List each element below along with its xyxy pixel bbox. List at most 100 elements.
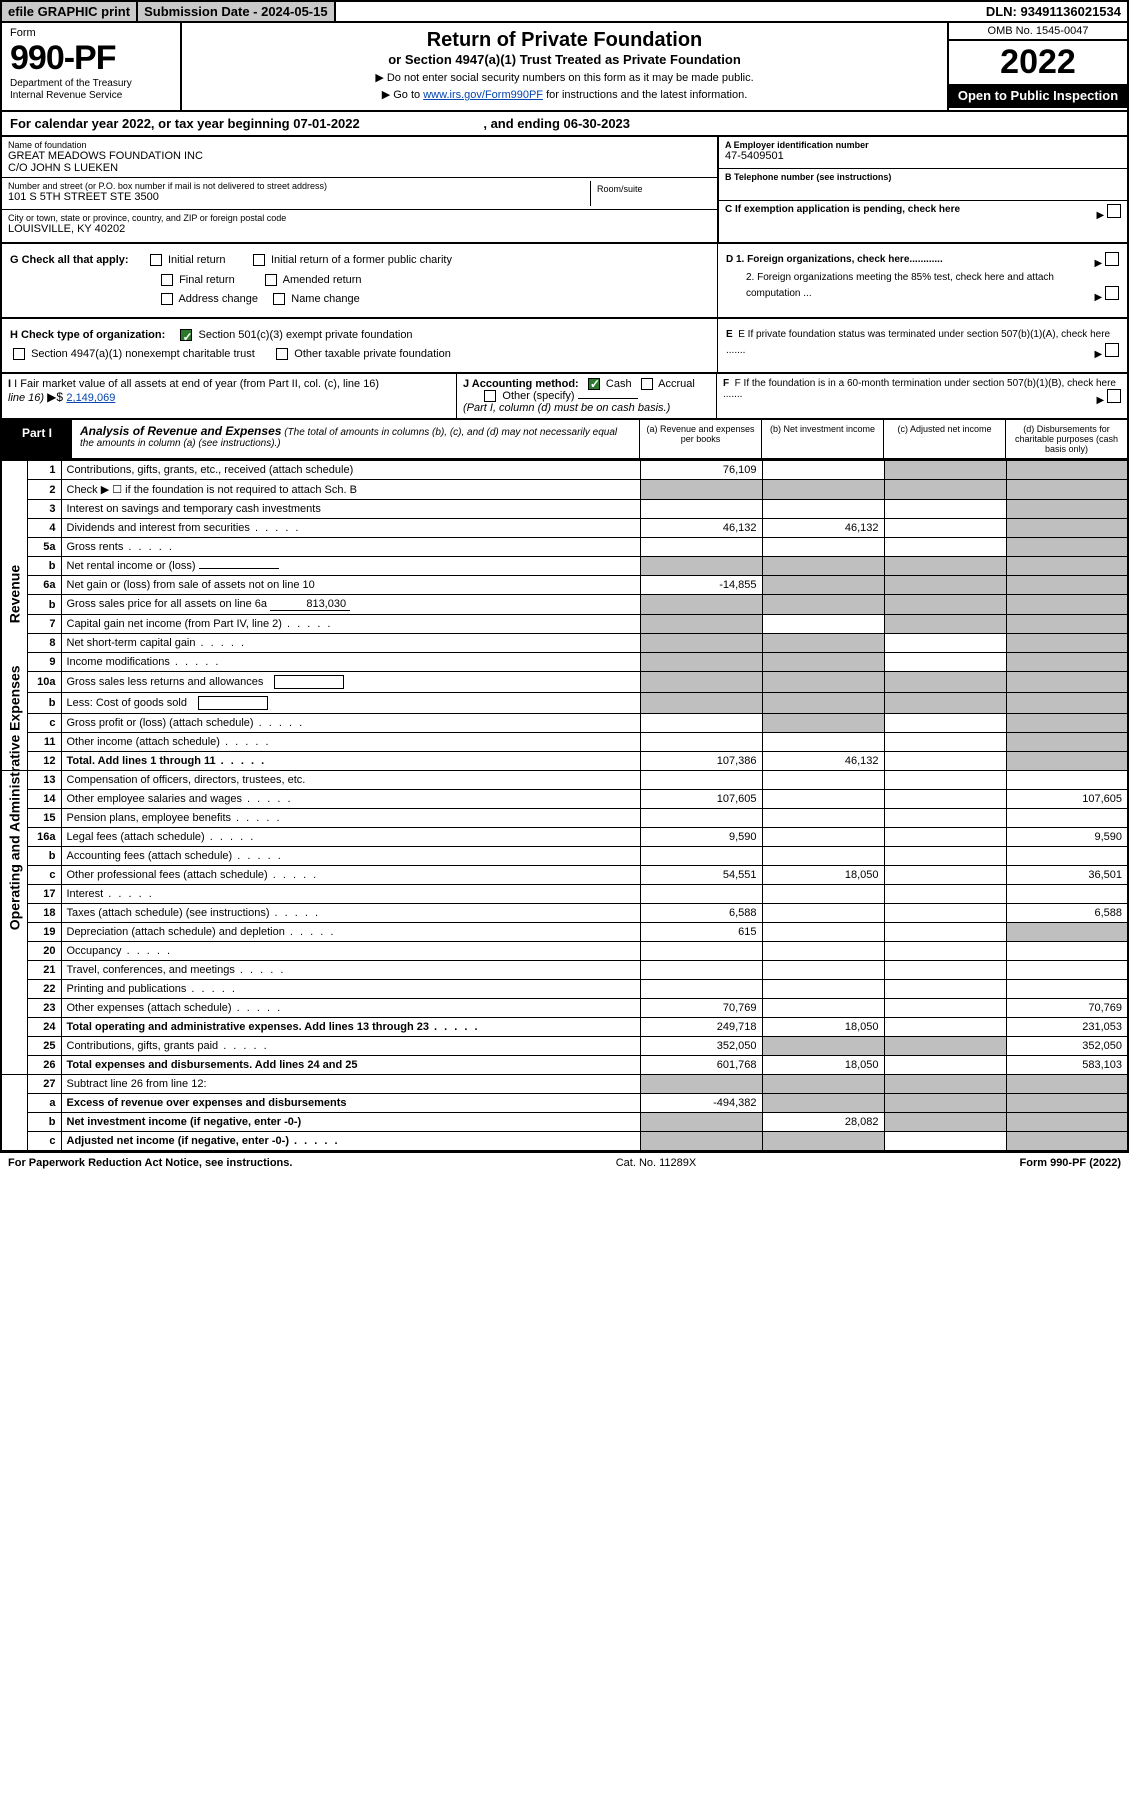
form-header: Form 990-PF Department of the Treasury I…: [0, 23, 1129, 112]
row-number: 15: [27, 809, 61, 828]
table-cell: 583,103: [1006, 1056, 1128, 1075]
table-row: 3Interest on savings and temporary cash …: [1, 500, 1128, 519]
table-row: 17Interest: [1, 885, 1128, 904]
table-cell: [640, 500, 762, 519]
table-cell: [762, 653, 884, 672]
table-cell: [1006, 1075, 1128, 1094]
table-cell: [762, 942, 884, 961]
e-label: E If private foundation status was termi…: [726, 329, 1110, 356]
calendar-year-row: For calendar year 2022, or tax year begi…: [0, 112, 1129, 137]
row-desc: Dividends and interest from securities: [61, 519, 640, 538]
table-cell: [640, 809, 762, 828]
row-desc: Net gain or (loss) from sale of assets n…: [61, 576, 640, 595]
row-number: 16a: [27, 828, 61, 847]
entity-info-block: Name of foundation GREAT MEADOWS FOUNDAT…: [0, 137, 1129, 244]
cb-address-change[interactable]: [161, 293, 173, 305]
footer-right: Form 990-PF (2022): [1020, 1157, 1121, 1169]
table-cell: [884, 1018, 1006, 1037]
cb-cash[interactable]: [588, 378, 600, 390]
row-desc: Total operating and administrative expen…: [61, 1018, 640, 1037]
table-row: 10aGross sales less returns and allowanc…: [1, 672, 1128, 693]
cb-name-change[interactable]: [273, 293, 285, 305]
row-number: b: [27, 847, 61, 866]
cb-initial-former[interactable]: [253, 254, 265, 266]
table-cell: [884, 576, 1006, 595]
table-cell: [884, 961, 1006, 980]
d1-label: D 1. Foreign organizations, check here..…: [726, 254, 943, 265]
d1-checkbox[interactable]: [1105, 252, 1119, 266]
efile-label[interactable]: efile GRAPHIC print: [2, 2, 138, 21]
tax-year: 2022: [949, 41, 1127, 84]
f-checkbox[interactable]: [1107, 389, 1121, 403]
table-cell: [1006, 595, 1128, 615]
table-cell: [1006, 615, 1128, 634]
table-row: 14Other employee salaries and wages107,6…: [1, 790, 1128, 809]
form-number: 990-PF: [10, 39, 172, 78]
table-cell: [1006, 480, 1128, 500]
e-checkbox[interactable]: [1105, 343, 1119, 357]
table-cell: [640, 847, 762, 866]
table-cell: [762, 480, 884, 500]
f-label: F If the foundation is in a 60-month ter…: [723, 378, 1116, 400]
table-cell: 352,050: [1006, 1037, 1128, 1056]
table-cell: [884, 885, 1006, 904]
col-c-header: (c) Adjusted net income: [883, 420, 1005, 458]
omb-number: OMB No. 1545-0047: [949, 23, 1127, 41]
c-checkbox[interactable]: [1107, 204, 1121, 218]
table-cell: [640, 885, 762, 904]
table-cell: [884, 866, 1006, 885]
row-number: a: [27, 1094, 61, 1113]
table-row: cGross profit or (loss) (attach schedule…: [1, 714, 1128, 733]
table-cell: [762, 809, 884, 828]
table-cell: [762, 1037, 884, 1056]
table-cell: [640, 1113, 762, 1132]
table-cell: [640, 595, 762, 615]
row-desc: Travel, conferences, and meetings: [61, 961, 640, 980]
form-link[interactable]: www.irs.gov/Form990PF: [423, 89, 543, 101]
form-label: Form: [10, 27, 172, 39]
row-number: 22: [27, 980, 61, 999]
table-cell: [640, 693, 762, 714]
table-cell: [762, 595, 884, 615]
address-label: Number and street (or P.O. box number if…: [8, 181, 590, 191]
row-number: c: [27, 1132, 61, 1152]
row-number: 4: [27, 519, 61, 538]
table-cell: [1006, 847, 1128, 866]
top-strip: efile GRAPHIC print Submission Date - 20…: [0, 0, 1129, 23]
col-b-header: (b) Net investment income: [761, 420, 883, 458]
row-desc: Total expenses and disbursements. Add li…: [61, 1056, 640, 1075]
table-cell: [1006, 942, 1128, 961]
row-desc: Net investment income (if negative, ente…: [61, 1113, 640, 1132]
row-desc: Compensation of officers, directors, tru…: [61, 771, 640, 790]
table-cell: [1006, 1113, 1128, 1132]
table-cell: [762, 461, 884, 480]
cb-final-return[interactable]: [161, 274, 173, 286]
table-cell: [762, 1094, 884, 1113]
row-desc: Gross profit or (loss) (attach schedule): [61, 714, 640, 733]
table-cell: [1006, 461, 1128, 480]
d2-checkbox[interactable]: [1105, 286, 1119, 300]
table-cell: 70,769: [640, 999, 762, 1018]
form-subtitle: or Section 4947(a)(1) Trust Treated as P…: [192, 52, 937, 67]
cb-other-taxable[interactable]: [276, 348, 288, 360]
ein-value: 47-5409501: [725, 150, 1121, 162]
table-cell: [762, 693, 884, 714]
cb-other-method[interactable]: [484, 390, 496, 402]
row-desc: Printing and publications: [61, 980, 640, 999]
table-cell: [1006, 980, 1128, 999]
row-number: b: [27, 595, 61, 615]
table-row: 16aLegal fees (attach schedule)9,5909,59…: [1, 828, 1128, 847]
cb-501c3[interactable]: [180, 329, 192, 341]
table-cell: [762, 576, 884, 595]
table-cell: [884, 904, 1006, 923]
cb-amended-return[interactable]: [265, 274, 277, 286]
table-row: 12Total. Add lines 1 through 11107,38646…: [1, 752, 1128, 771]
cb-initial-return[interactable]: [150, 254, 162, 266]
city-value: LOUISVILLE, KY 40202: [8, 223, 711, 235]
table-cell: [1006, 1094, 1128, 1113]
row-number: 5a: [27, 538, 61, 557]
table-cell: [640, 653, 762, 672]
cb-accrual[interactable]: [641, 378, 653, 390]
cb-4947a1[interactable]: [13, 348, 25, 360]
table-cell: [884, 1075, 1006, 1094]
